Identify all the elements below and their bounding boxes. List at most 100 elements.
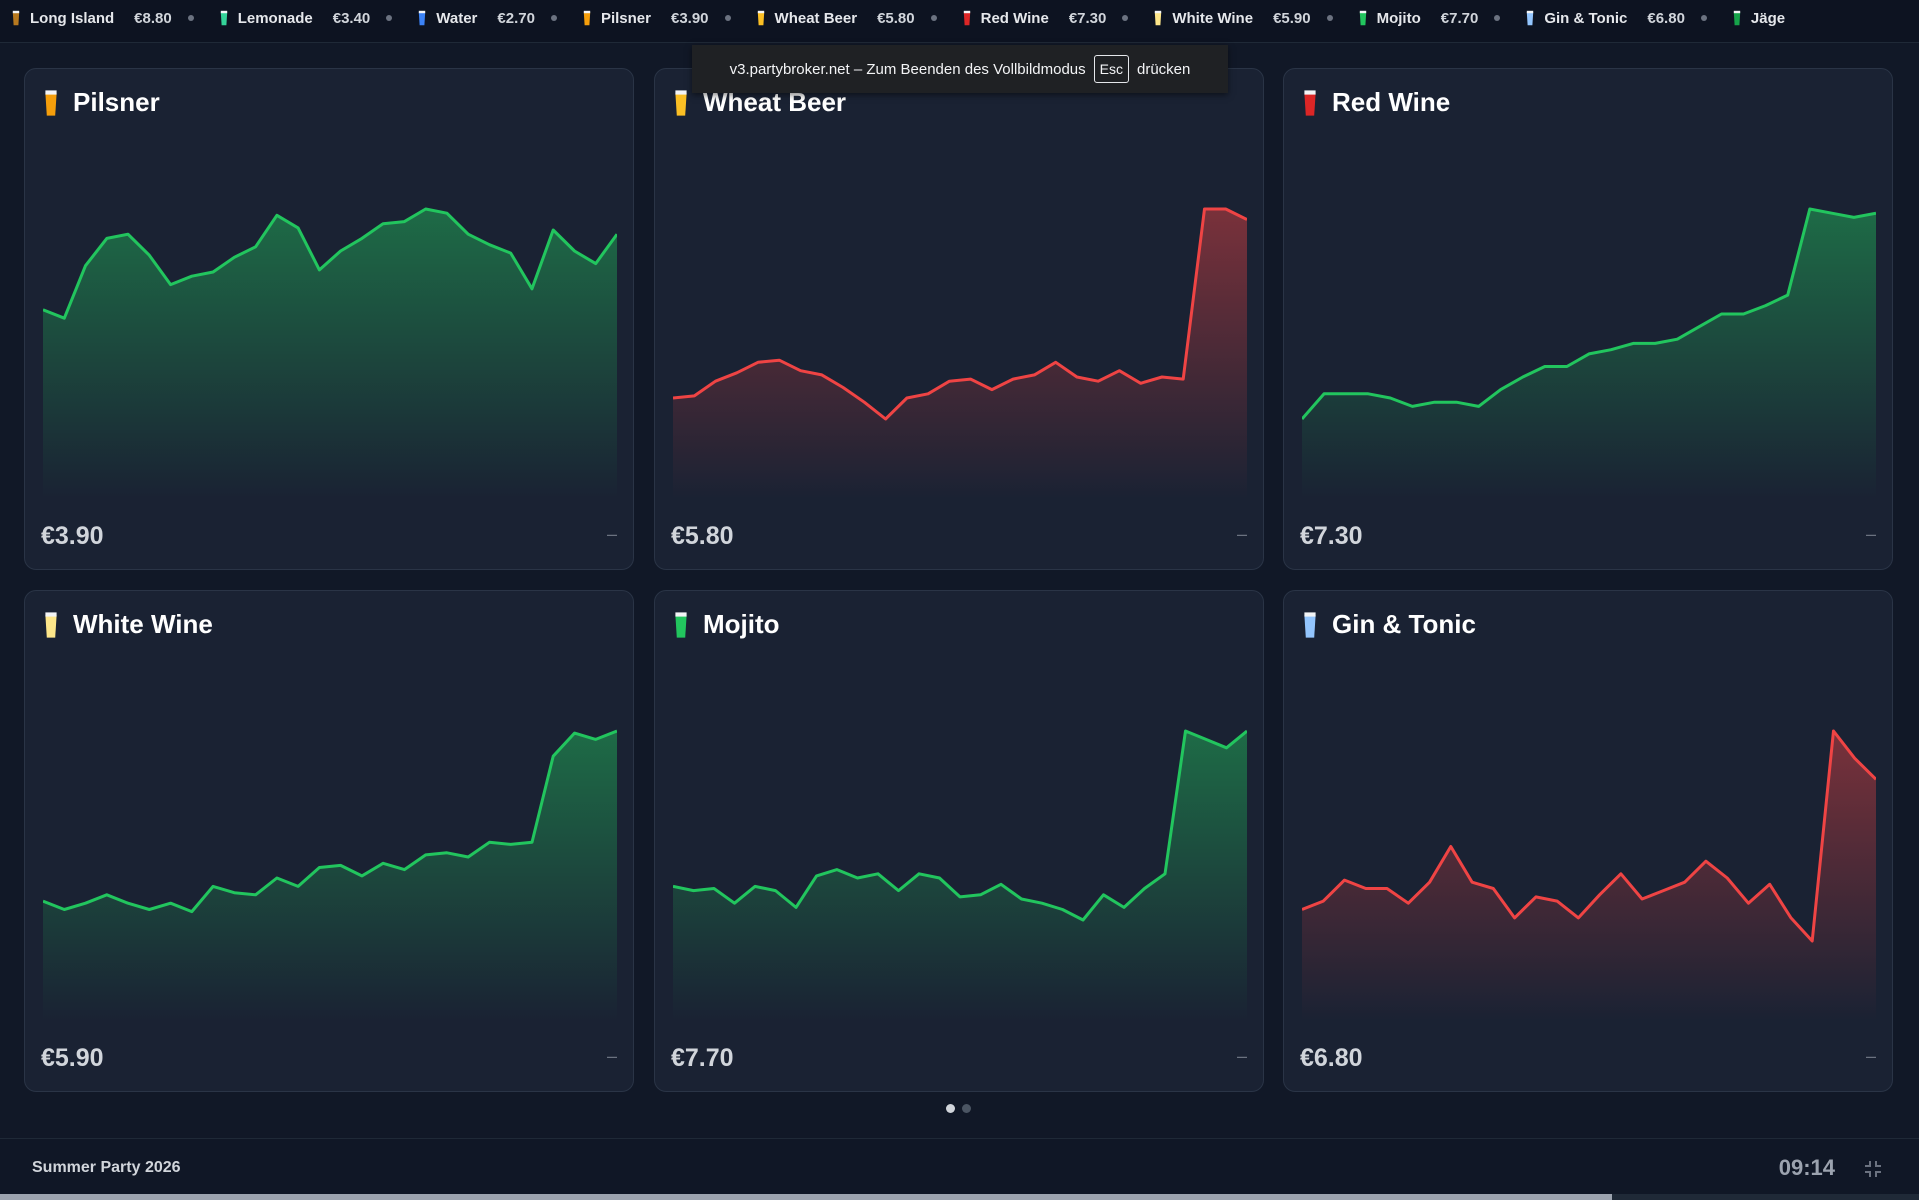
fullscreen-notice: v3.partybroker.net – Zum Beenden des Vol…	[692, 45, 1228, 93]
ticker-item: Red Wine €7.30	[963, 10, 1129, 27]
card-change: –	[606, 1046, 617, 1066]
ticker-item: Mojito €7.70	[1359, 10, 1501, 27]
ticker-price: €7.30	[1068, 9, 1107, 27]
ticker-name: Jäge	[1750, 9, 1786, 27]
gin-tonic-icon	[1526, 10, 1534, 26]
card-price: €3.90	[41, 522, 104, 550]
card-price: €5.80	[671, 522, 734, 550]
price-line	[673, 207, 1247, 421]
card-change: –	[1865, 524, 1876, 544]
price-area	[673, 209, 1247, 499]
ticker-separator	[187, 15, 194, 21]
drink-card-pilsner[interactable]: Pilsner €3.90 –	[24, 68, 634, 570]
ticker-separator	[1494, 15, 1501, 21]
price-area	[43, 209, 617, 499]
card-change: –	[606, 524, 617, 544]
card-price: €5.90	[41, 1044, 104, 1072]
ticker-price: €3.90	[670, 9, 709, 27]
ticker-item: Gin & Tonic €6.80	[1526, 10, 1707, 27]
card-price: €6.80	[1300, 1044, 1363, 1072]
wheat-beer-icon	[757, 10, 765, 26]
card-title: White Wine	[73, 609, 213, 639]
ticker-price: €2.70	[497, 9, 535, 27]
ticker-separator	[386, 15, 393, 21]
ticker-separator	[724, 15, 731, 21]
drink-card-white-wine[interactable]: White Wine €5.90 –	[24, 590, 634, 1092]
card-title: Red Wine	[1332, 87, 1451, 117]
ticker-item: Lemonade €3.40	[220, 10, 393, 27]
ticker-name: Lemonade	[237, 9, 313, 27]
gin-tonic-icon	[1302, 610, 1318, 640]
fullscreen-notice-suffix: drücken	[1137, 60, 1191, 78]
ticker-name: Red Wine	[980, 9, 1049, 27]
ticker-name: Water	[436, 9, 478, 27]
drink-card-mojito[interactable]: Mojito €7.70 –	[654, 590, 1264, 1092]
price-chart-pilsner	[43, 207, 617, 499]
price-line	[673, 729, 1247, 922]
red-wine-icon	[1302, 88, 1318, 118]
price-chart-red-wine	[1302, 207, 1876, 499]
fullscreen-notice-text: v3.partybroker.net – Zum Beenden des Vol…	[729, 60, 1086, 78]
slide-progress-bar	[0, 1194, 1919, 1200]
wheat-beer-icon	[673, 88, 689, 118]
price-line	[43, 207, 617, 320]
card-title: Mojito	[703, 609, 780, 639]
ticker-name: Pilsner	[600, 9, 651, 27]
ticker-name: Mojito	[1376, 9, 1421, 27]
card-title: Gin & Tonic	[1332, 609, 1476, 639]
clock: 09:14	[1778, 1155, 1835, 1180]
ticker-name: White Wine	[1172, 9, 1254, 27]
ticker-item: Long Island €8.80	[12, 10, 194, 27]
white-wine-icon	[1154, 10, 1162, 26]
card-change: –	[1236, 524, 1247, 544]
price-line	[1302, 729, 1876, 943]
long-island-icon	[12, 10, 20, 26]
price-area	[673, 731, 1247, 1021]
pilsner-icon	[583, 10, 591, 26]
ticker-item: Water €2.70	[418, 10, 557, 27]
page-dot-1[interactable]	[946, 1104, 955, 1113]
page-dot-2[interactable]	[962, 1104, 971, 1113]
ticker-price: €5.80	[877, 9, 915, 27]
card-price: €7.30	[1300, 522, 1363, 550]
price-chart-gin-tonic	[1302, 729, 1876, 1021]
price-chart-wheat-beer	[673, 207, 1247, 499]
drink-card-red-wine[interactable]: Red Wine €7.30 –	[1283, 68, 1893, 570]
ticker-price: €8.80	[134, 9, 172, 27]
water-icon	[418, 10, 426, 26]
slide-progress-fill	[0, 1194, 1612, 1200]
mojito-icon	[1359, 10, 1367, 26]
esc-key-hint: Esc	[1093, 55, 1129, 83]
pilsner-icon	[43, 88, 59, 118]
lemonade-icon	[220, 10, 228, 26]
ticker-separator	[1122, 15, 1129, 21]
ticker-separator	[1700, 15, 1707, 21]
page-indicator	[946, 1104, 971, 1113]
event-name: Summer Party 2026	[32, 1159, 181, 1176]
red-wine-icon	[963, 10, 971, 26]
card-change: –	[1236, 1046, 1247, 1066]
card-price: €7.70	[671, 1044, 734, 1072]
ticker-item: Jäge	[1733, 10, 1805, 27]
price-line	[1302, 207, 1876, 420]
ticker-price: €5.90	[1273, 9, 1311, 27]
ticker-separator	[1326, 15, 1333, 21]
price-line	[43, 729, 617, 914]
ticker-item: White Wine €5.90	[1154, 9, 1333, 27]
footer-bar: Summer Party 2026 09:14	[0, 1138, 1919, 1195]
drink-card-wheat-beer[interactable]: Wheat Beer €5.80 –	[654, 68, 1264, 570]
price-ticker: Long Island €8.80 Lemonade €3.40 Water €2.70 P…	[0, 0, 1919, 43]
drink-card-gin-tonic[interactable]: Gin & Tonic €6.80 –	[1283, 590, 1893, 1092]
price-chart-white-wine	[43, 729, 617, 1021]
ticker-price: €3.40	[332, 9, 371, 27]
price-area	[43, 731, 617, 1021]
ticker-price: €7.70	[1440, 9, 1479, 27]
ticker-item: Pilsner €3.90	[583, 10, 731, 27]
ticker-separator	[930, 15, 937, 21]
price-chart-mojito	[673, 729, 1247, 1021]
ticker-track: Long Island €8.80 Lemonade €3.40 Water €2.70 P…	[0, 0, 1919, 36]
card-change: –	[1865, 1046, 1876, 1066]
exit-fullscreen-icon[interactable]	[1863, 1159, 1883, 1179]
mojito-icon	[673, 610, 689, 640]
white-wine-icon	[43, 610, 59, 640]
